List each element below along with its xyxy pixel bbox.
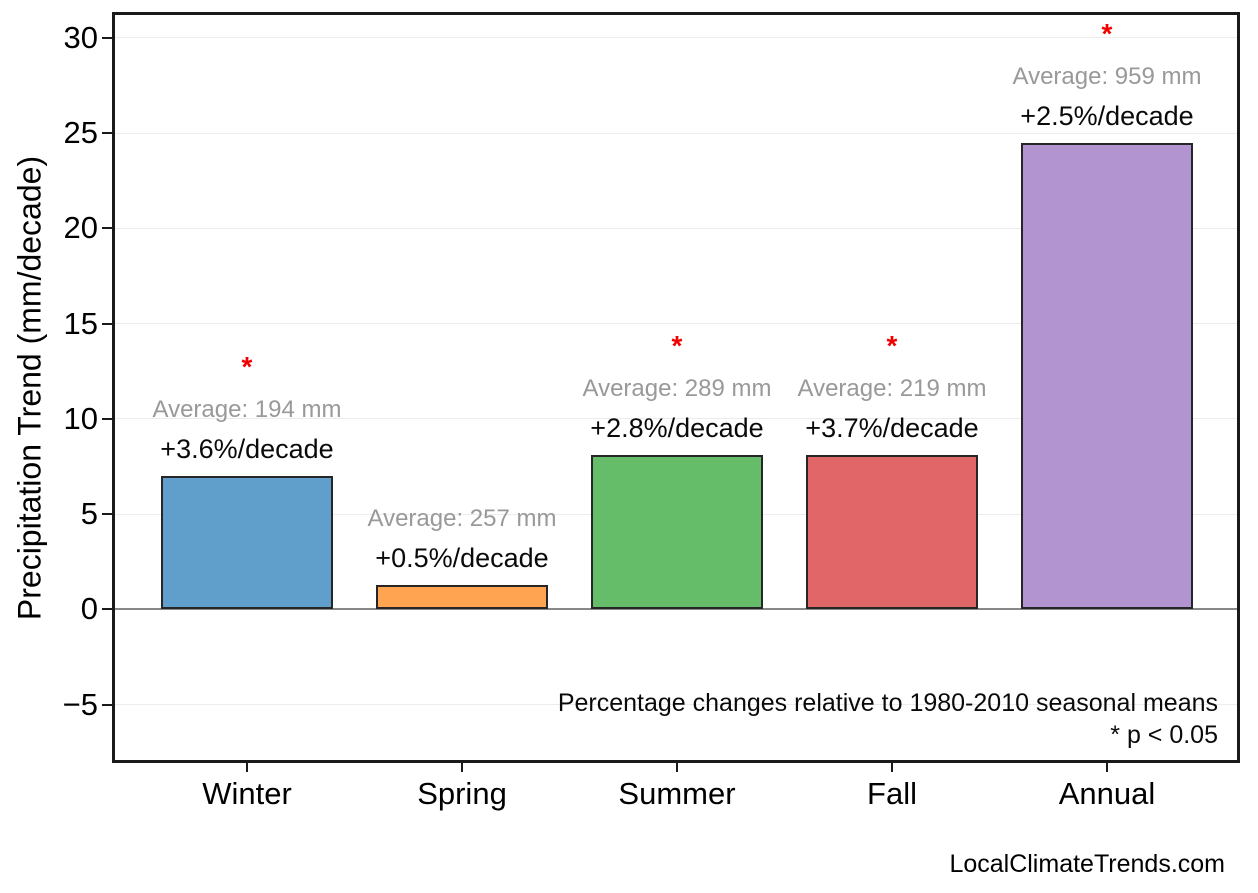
pct-label-annual: +2.5%/decade <box>1020 100 1194 131</box>
x-tick-label: Summer <box>618 776 736 811</box>
y-tick-label: 25 <box>63 115 98 151</box>
x-tick-label: Annual <box>1058 776 1156 811</box>
y-tick-mark <box>102 417 112 420</box>
gridline <box>115 37 1237 39</box>
y-tick-mark <box>102 703 112 706</box>
significance-marker-summer: * <box>671 330 683 362</box>
x-tick-mark <box>891 763 893 772</box>
x-tick-mark <box>246 763 248 772</box>
y-tick-label: 30 <box>63 19 98 55</box>
y-tick-label: 10 <box>63 400 98 436</box>
footer-watermark: LocalClimateTrends.com <box>949 850 1225 878</box>
y-tick-label: 15 <box>63 305 98 341</box>
y-tick-label: 5 <box>80 496 98 532</box>
annotation-significance: * p < 0.05 <box>1110 721 1218 749</box>
y-tick-label: 0 <box>80 591 98 627</box>
avg-label-spring: Average: 257 mm <box>367 504 557 532</box>
avg-label-annual: Average: 959 mm <box>1012 62 1202 90</box>
significance-marker-fall: * <box>886 330 898 362</box>
gridline <box>115 323 1237 325</box>
pct-label-fall: +3.7%/decade <box>805 413 979 444</box>
y-tick-mark <box>102 608 112 611</box>
significance-marker-winter: * <box>241 351 253 383</box>
y-tick-mark <box>102 227 112 230</box>
gridline <box>115 132 1237 134</box>
x-tick-label: Spring <box>417 776 507 811</box>
pct-label-winter: +3.6%/decade <box>160 434 334 465</box>
y-tick-label: 20 <box>63 210 98 246</box>
y-tick-mark <box>102 132 112 135</box>
y-tick-mark <box>102 513 112 516</box>
x-tick-mark <box>676 763 678 772</box>
x-tick-mark <box>1106 763 1108 772</box>
y-tick-mark <box>102 322 112 325</box>
y-tick-label: −5 <box>62 686 98 722</box>
plot-area: +3.6%/decade Average: 194 mm * +0.5%/decade… <box>112 12 1240 763</box>
bar-winter <box>161 476 333 610</box>
y-tick-mark <box>102 36 112 39</box>
gridline <box>115 704 1237 706</box>
bar-fall <box>806 455 978 610</box>
pct-label-summer: +2.8%/decade <box>590 413 764 444</box>
x-tick-mark <box>461 763 463 772</box>
avg-label-fall: Average: 219 mm <box>797 375 987 403</box>
bar-annual <box>1021 142 1193 610</box>
bar-spring <box>376 584 548 610</box>
x-tick-label: Winter <box>202 776 292 811</box>
pct-label-spring: +0.5%/decade <box>375 542 549 573</box>
zero-line <box>115 608 1237 611</box>
annotation-note: Percentage changes relative to 1980-2010… <box>557 689 1218 717</box>
gridline <box>115 227 1237 229</box>
gridline <box>115 418 1237 420</box>
avg-label-summer: Average: 289 mm <box>582 375 772 403</box>
x-tick-label: Fall <box>867 776 917 811</box>
avg-label-winter: Average: 194 mm <box>152 396 342 424</box>
significance-marker-annual: * <box>1101 17 1113 49</box>
bar-summer <box>591 455 763 610</box>
